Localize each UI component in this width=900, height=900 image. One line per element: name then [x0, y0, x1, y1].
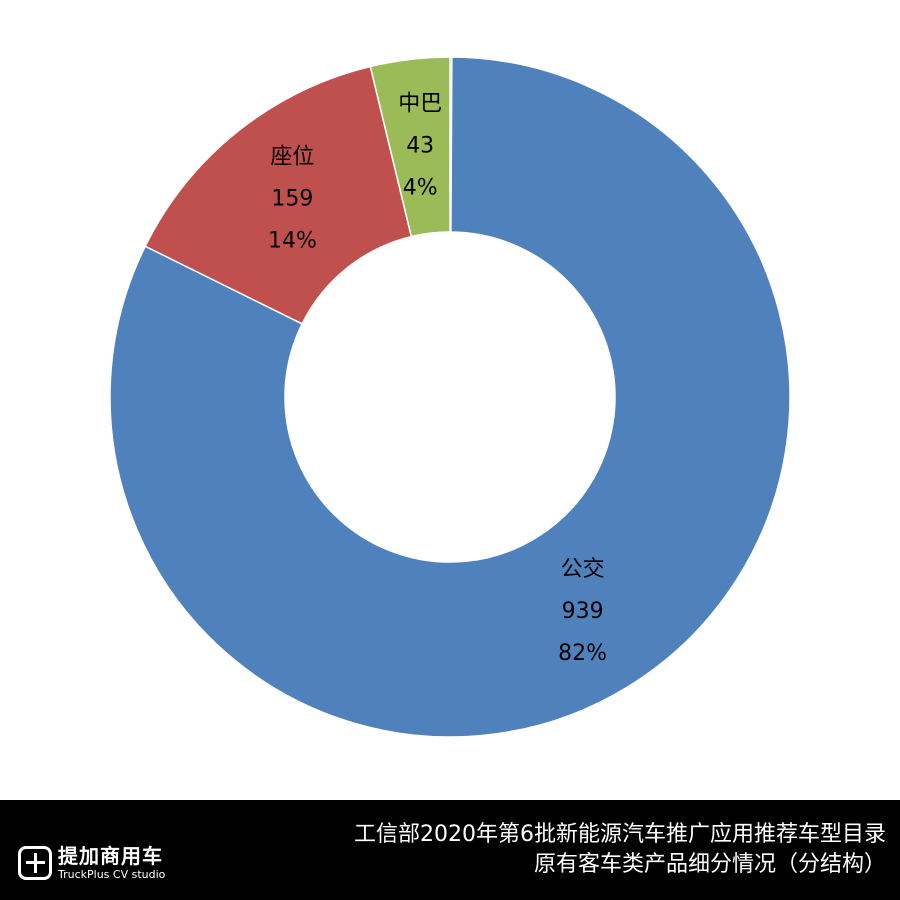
slice-category-label-2: 座位 [270, 145, 314, 170]
brand-logo: 提加商用车 TruckPlus CV studio [18, 846, 165, 880]
slice-value-label-2: 159 [271, 187, 313, 212]
slice-category-label-1: 公交 [561, 557, 605, 582]
slice-value-label-1: 939 [562, 599, 604, 624]
chart-title: 工信部2020年第6批新能源汽车推广应用推荐车型目录 原有客车类产品细分情况（分… [354, 820, 886, 880]
logo-mark-icon [18, 846, 52, 880]
slice-percent-label-1: 82% [558, 641, 607, 666]
logo-text: 提加商用车 TruckPlus CV studio [58, 846, 165, 880]
slice-1 [109, 56, 791, 738]
logo-subtitle: TruckPlus CV studio [58, 868, 166, 881]
slice-percent-label-3: 4% [403, 175, 438, 200]
slice-percent-label-2: 14% [268, 229, 317, 254]
footer-banner: 提加商用车 TruckPlus CV studio 工信部2020年第6批新能源… [0, 800, 900, 900]
slice-3 [369, 56, 451, 238]
chart-title-line-2: 原有客车类产品细分情况（分结构） [533, 852, 886, 877]
logo-name: 提加商用车 [58, 844, 163, 868]
slice-value-label-3: 43 [406, 133, 434, 158]
slice-category-label-3: 中巴 [398, 91, 442, 116]
chart-title-line-1: 工信部2020年第6批新能源汽车推广应用推荐车型目录 [354, 822, 886, 847]
slice-2 [144, 65, 413, 325]
